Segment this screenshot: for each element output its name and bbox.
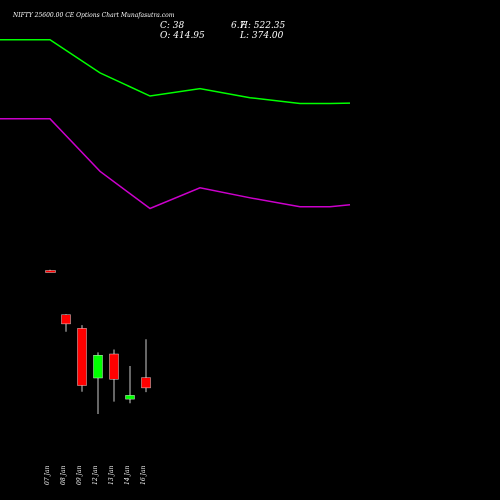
low-value: L: 374.00	[239, 31, 284, 41]
band-lines	[0, 39, 351, 210]
x-tick-label: 08 Jan	[60, 465, 67, 485]
upper-band-line	[0, 39, 351, 105]
candle	[77, 325, 87, 392]
candle	[45, 269, 56, 273]
candle-body	[141, 377, 151, 389]
candle-body	[45, 270, 56, 273]
x-tick-label: 12 Jan	[92, 465, 99, 485]
high-value: H: 522.35	[239, 21, 286, 31]
lower-band-line	[0, 118, 351, 210]
x-axis-tick-labels: 07 Jan 08 Jan 09 Jan 12 Jan 13 Jan 14 Jan 16 J…	[44, 465, 147, 485]
x-tick-label: 14 Jan	[124, 465, 131, 485]
x-tick-label: 09 Jan	[76, 465, 83, 485]
candle-body	[77, 328, 87, 386]
x-tick-label: 16 Jan	[140, 465, 147, 485]
candle-body	[125, 395, 135, 400]
chart-title: NIFTY 25600.00 CE Options Chart Munafasu…	[12, 12, 175, 19]
overlap-glyph: 6.7	[231, 21, 246, 31]
candle	[141, 339, 151, 393]
close-value: C: 38	[160, 21, 185, 31]
candle	[61, 314, 71, 332]
x-tick-label: 07 Jan	[44, 465, 51, 485]
candle-body	[109, 353, 119, 380]
candle	[125, 366, 135, 404]
x-tick-label: 13 Jan	[108, 465, 115, 485]
candle-body	[93, 355, 103, 379]
candle	[109, 349, 119, 402]
candle-body	[61, 314, 71, 325]
candles	[45, 269, 151, 414]
candle	[93, 352, 103, 414]
open-value: O: 414.95	[160, 31, 205, 41]
